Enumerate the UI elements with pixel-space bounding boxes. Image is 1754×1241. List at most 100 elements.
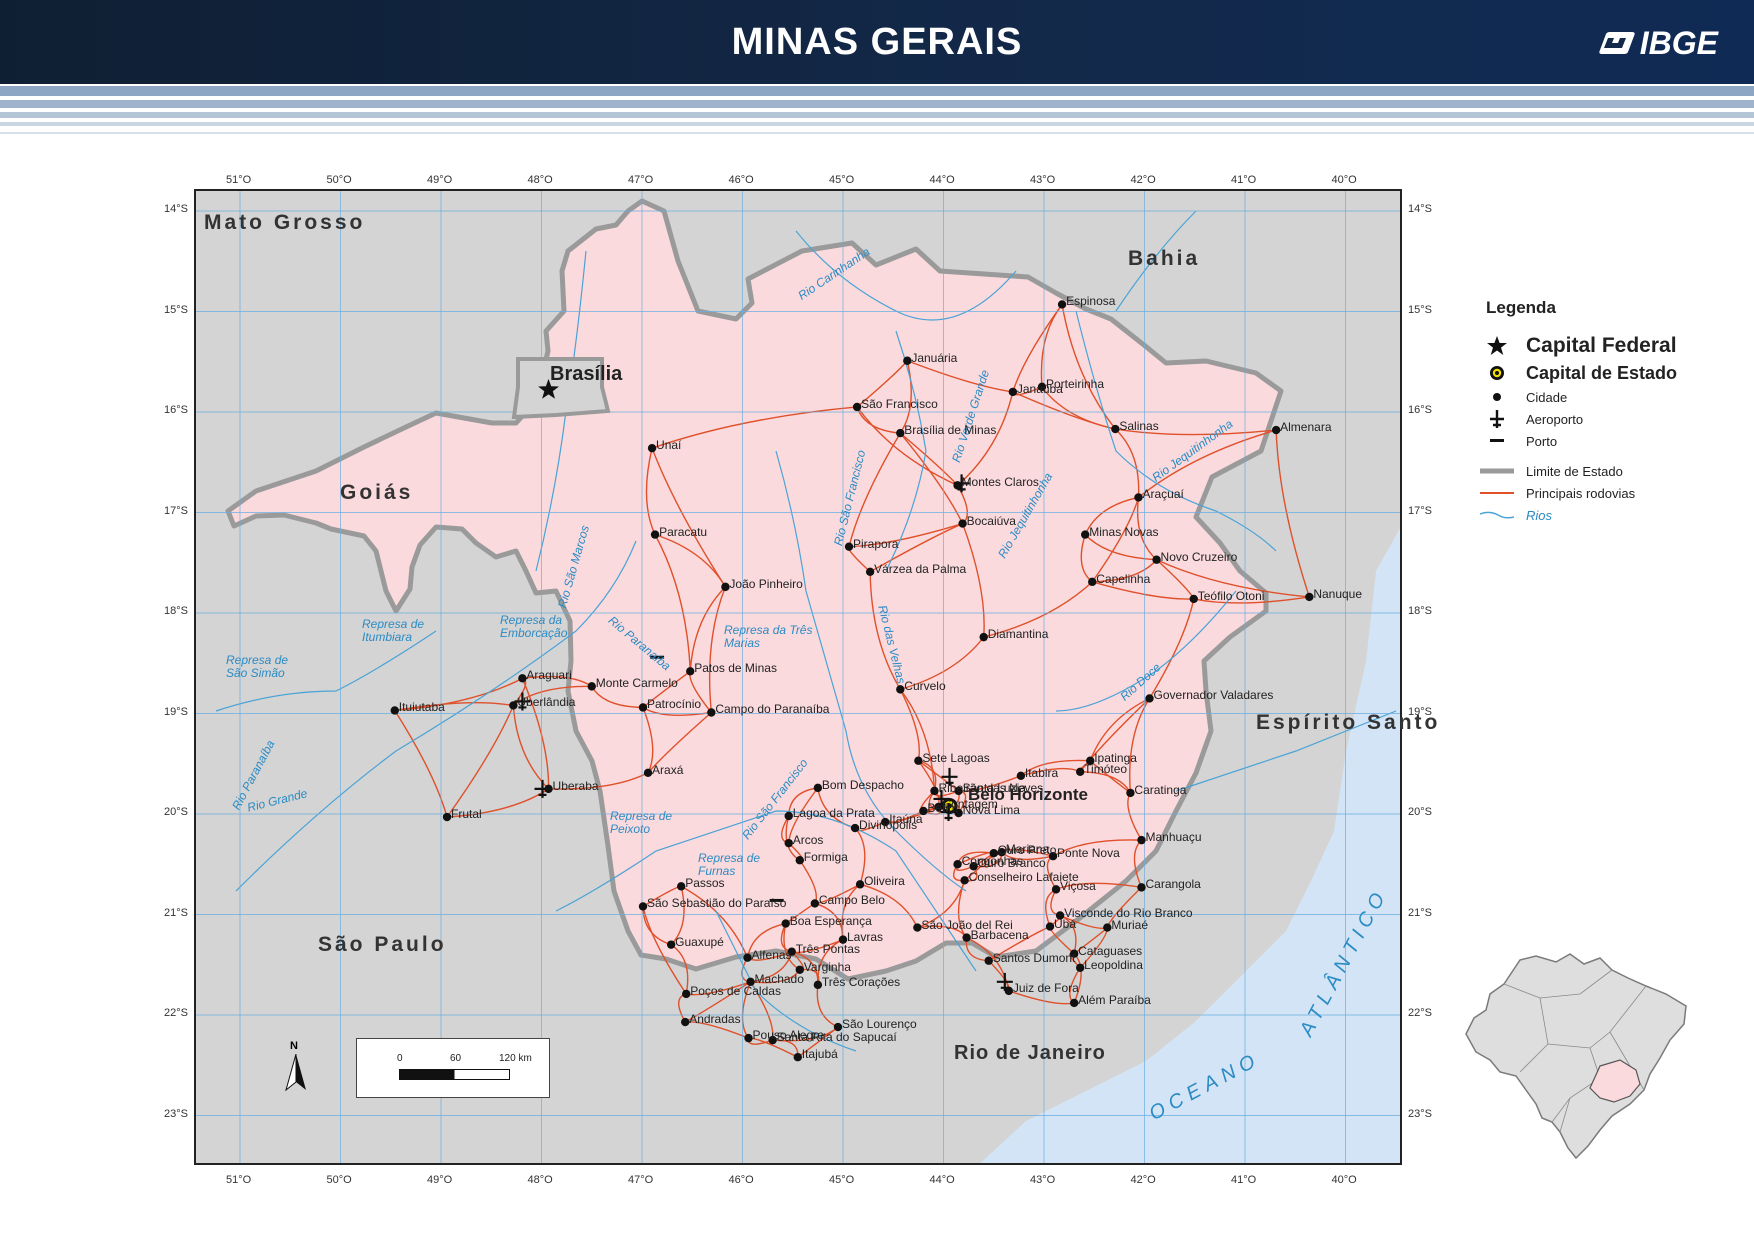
city-marker[interactable] [721, 582, 730, 592]
city-marker[interactable] [896, 428, 905, 438]
airport-icon[interactable] [996, 972, 1013, 991]
brasilia-star-icon[interactable] [538, 378, 559, 399]
city-marker[interactable] [1111, 424, 1120, 434]
city-marker[interactable] [1055, 911, 1065, 920]
airport-icon[interactable] [933, 789, 950, 808]
city-marker[interactable] [881, 817, 890, 827]
city-marker[interactable] [1189, 594, 1198, 604]
city-marker[interactable] [795, 856, 804, 865]
logo-text: IBGE [1639, 24, 1718, 61]
city-marker[interactable] [1081, 530, 1090, 539]
city-marker[interactable] [813, 980, 823, 990]
city-marker[interactable] [914, 756, 923, 765]
port-icon[interactable] [650, 655, 665, 659]
airport-icon[interactable] [940, 802, 957, 821]
city-marker[interactable] [984, 956, 993, 965]
city-marker[interactable] [787, 947, 796, 956]
city-marker[interactable] [997, 847, 1006, 857]
highway-path [522, 675, 593, 687]
city-marker[interactable] [1075, 767, 1085, 776]
scale-tick-120: 120 km [499, 1053, 532, 1064]
city-marker[interactable] [707, 708, 716, 717]
city-marker[interactable] [768, 1035, 777, 1045]
city-marker[interactable] [989, 848, 998, 858]
city-marker[interactable] [643, 768, 653, 777]
airport-icon[interactable] [534, 779, 551, 798]
city-marker[interactable] [781, 919, 790, 928]
airport-icon[interactable] [941, 767, 958, 786]
city-marker[interactable] [960, 876, 969, 885]
city-marker[interactable] [746, 977, 755, 987]
airport-icon[interactable] [953, 474, 970, 493]
city-marker[interactable] [442, 812, 452, 822]
city-marker[interactable] [509, 701, 518, 710]
city-marker[interactable] [676, 882, 686, 891]
airport-icon[interactable] [514, 692, 531, 711]
city-marker[interactable] [1152, 555, 1161, 564]
city-marker[interactable] [1271, 425, 1281, 435]
city-marker[interactable] [1008, 387, 1018, 397]
city-marker[interactable] [1016, 771, 1026, 781]
city-marker[interactable] [838, 935, 848, 944]
city-marker[interactable] [1137, 835, 1146, 845]
highway-path [654, 534, 691, 672]
city-marker[interactable] [1145, 694, 1154, 703]
city-marker[interactable] [962, 933, 971, 942]
city-marker[interactable] [390, 706, 399, 715]
city-marker[interactable] [930, 786, 939, 796]
city-marker[interactable] [650, 530, 660, 539]
city-marker[interactable] [852, 402, 862, 412]
city-marker[interactable] [1134, 493, 1143, 502]
city-marker[interactable] [850, 823, 860, 833]
city-marker[interactable] [638, 703, 648, 712]
city-marker[interactable] [919, 806, 928, 816]
city-marker[interactable] [795, 965, 804, 974]
city-marker[interactable] [1137, 883, 1146, 892]
city-marker[interactable] [810, 899, 820, 908]
city-marker[interactable] [953, 860, 962, 869]
city-marker[interactable] [743, 953, 752, 962]
city-marker[interactable] [1305, 592, 1314, 602]
city-marker[interactable] [1103, 923, 1112, 932]
city-marker[interactable] [813, 783, 823, 793]
city-marker[interactable] [686, 667, 695, 676]
city-marker[interactable] [638, 902, 648, 911]
city-marker[interactable] [1048, 852, 1058, 861]
ocean-area [980, 528, 1400, 1163]
city-marker[interactable] [518, 674, 527, 683]
city-marker[interactable] [1088, 577, 1097, 587]
city-marker[interactable] [1057, 300, 1067, 309]
city-marker[interactable] [784, 838, 793, 848]
city-marker[interactable] [1075, 963, 1085, 972]
city-marker[interactable] [979, 632, 988, 642]
map-frame[interactable] [194, 189, 1402, 1165]
city-marker[interactable] [903, 356, 912, 365]
city-marker[interactable] [647, 443, 657, 453]
city-marker[interactable] [844, 542, 854, 551]
city-marker[interactable] [744, 1033, 753, 1043]
city-marker[interactable] [1051, 885, 1061, 894]
city-marker[interactable] [682, 989, 691, 999]
city-marker[interactable] [855, 880, 865, 889]
city-marker[interactable] [958, 519, 967, 528]
city-marker[interactable] [1069, 949, 1079, 958]
city-marker[interactable] [913, 923, 922, 932]
city-marker[interactable] [954, 786, 963, 796]
city-marker[interactable] [681, 1017, 690, 1027]
city-marker[interactable] [784, 811, 793, 821]
city-marker[interactable] [1086, 756, 1095, 765]
city-marker[interactable] [666, 940, 676, 949]
city-marker[interactable] [793, 1053, 802, 1062]
highway-path [900, 636, 985, 691]
city-marker[interactable] [1126, 788, 1135, 798]
city-marker[interactable] [833, 1022, 843, 1032]
city-marker[interactable] [865, 567, 875, 576]
city-marker[interactable] [587, 682, 596, 691]
city-marker[interactable] [1069, 998, 1079, 1008]
highway-path [907, 360, 1013, 393]
city-marker[interactable] [969, 862, 978, 871]
port-icon[interactable] [769, 898, 784, 902]
city-marker[interactable] [1045, 922, 1055, 931]
city-marker[interactable] [1037, 382, 1047, 392]
city-marker[interactable] [896, 685, 905, 694]
